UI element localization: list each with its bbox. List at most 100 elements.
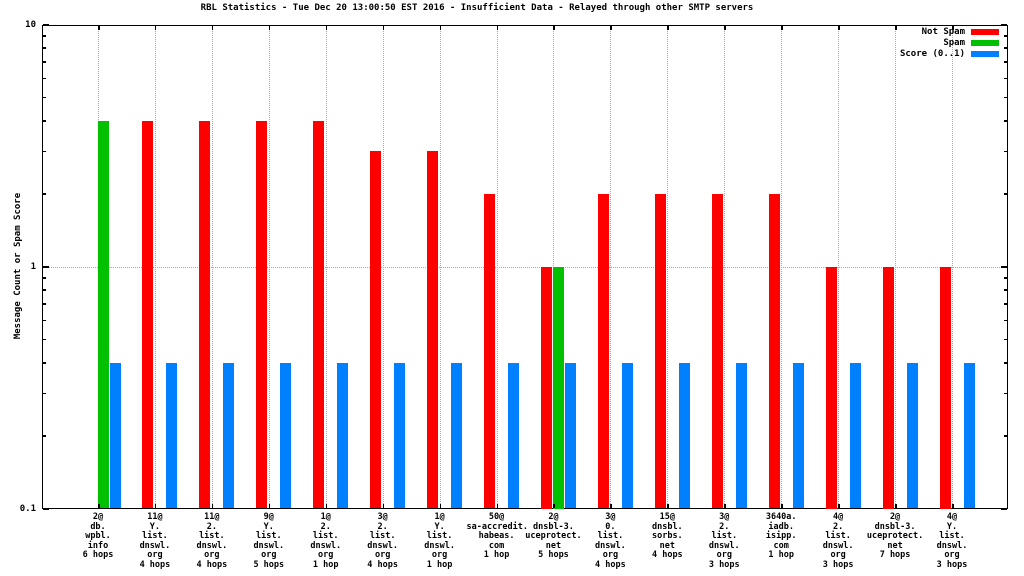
x-category-label: 11@ 2. list. dnswl. org 4 hops [196, 512, 228, 570]
legend-swatch-score [971, 51, 999, 57]
legend-row: Spam [848, 38, 1008, 48]
y-tick-minor [43, 96, 46, 99]
bar-not-spam [654, 193, 666, 509]
x-tick [667, 26, 669, 30]
y-tick-minor [1004, 289, 1007, 291]
bar-not-spam [199, 120, 211, 509]
y-tick-minor [43, 120, 46, 122]
y-tick-major [1001, 266, 1007, 268]
bar-score-0-1- [166, 362, 178, 509]
bar-not-spam [256, 120, 268, 509]
x-category-label: 9@ Y. list. dnswl. org 5 hops [253, 512, 285, 570]
y-tick-minor [1004, 277, 1007, 279]
x-category-label: 11@ Y. list. dnswl. org 4 hops [139, 512, 171, 570]
x-category-label: 3@ 2. list. dnswl. org 3 hops [708, 512, 740, 570]
x-tick [553, 504, 555, 508]
x-category-label: 3@ 0. list. dnswl. org 4 hops [595, 512, 626, 570]
x-tick [98, 26, 100, 30]
y-tick-minor [43, 77, 46, 80]
x-category-label: 4@ 2. list. dnswl. org 3 hops [822, 512, 854, 570]
chart-title: RBL Statistics - Tue Dec 20 13:00:50 EST… [200, 3, 754, 13]
x-category-label: 50@ sa-accredit. habeas. com 1 hop [466, 512, 528, 560]
x-tick [781, 26, 783, 30]
bar-score-0-1- [337, 362, 349, 509]
y-tick-minor [1004, 96, 1007, 99]
legend-label: Not Spam [921, 27, 965, 37]
y-tick-minor [43, 338, 46, 341]
x-category-label: 1@ Y. list. dnswl. org 1 hop [424, 512, 455, 570]
y-tick-label: 10 [25, 20, 36, 30]
legend-row: Score (0..1) [848, 49, 1008, 59]
bar-not-spam [939, 266, 951, 509]
bar-score-0-1- [621, 362, 633, 509]
x-tick [268, 504, 271, 508]
x-tick [154, 504, 157, 508]
bar-score-0-1- [451, 362, 463, 509]
y-tick-minor [1004, 47, 1007, 49]
bar-not-spam [370, 151, 382, 509]
x-tick [439, 26, 442, 30]
y-tick-minor [1004, 303, 1007, 305]
x-tick [496, 504, 499, 508]
y-tick-minor [43, 362, 46, 364]
x-tick [610, 26, 612, 30]
bar-not-spam [768, 193, 780, 509]
plot-area [42, 24, 1008, 510]
x-tick [610, 504, 612, 508]
bar-not-spam [427, 151, 439, 509]
x-category-label: 3@ 2. list. dnswl. org 4 hops [367, 512, 399, 570]
y-tick-minor [43, 435, 46, 437]
bar-not-spam [711, 193, 723, 509]
y-tick-minor [1004, 77, 1007, 80]
x-tick [724, 26, 726, 30]
horizontal-gridline [43, 267, 1006, 268]
legend-swatch-not-spam [971, 29, 999, 35]
bar-score-0-1- [735, 362, 747, 509]
x-tick [781, 504, 783, 508]
bar-spam [97, 120, 109, 509]
legend-label: Spam [943, 38, 965, 48]
bar-not-spam [597, 193, 609, 509]
y-tick-minor [1004, 150, 1007, 153]
y-tick-major [43, 508, 49, 510]
y-tick-major [1001, 24, 1007, 26]
bar-score-0-1- [963, 362, 975, 509]
bar-score-0-1- [792, 362, 804, 509]
y-tick-minor [1004, 362, 1007, 364]
bar-not-spam [540, 266, 552, 509]
x-tick [895, 504, 897, 508]
y-tick-minor [1004, 120, 1007, 122]
x-category-label: 1@ 2. list. dnswl. org 1 hop [310, 512, 342, 570]
bar-score-0-1- [849, 362, 861, 509]
bar-score-0-1- [508, 362, 520, 509]
bar-not-spam [882, 266, 894, 509]
legend-label: Score (0..1) [899, 49, 965, 59]
bar-score-0-1- [678, 362, 690, 509]
bar-score-0-1- [906, 362, 918, 509]
x-category-label: 15@ dnsbl. sorbs. net 4 hops [651, 512, 683, 560]
bar-score-0-1- [280, 362, 292, 509]
bar-score-0-1- [109, 362, 121, 509]
y-tick-minor [43, 47, 46, 49]
y-tick-minor [1004, 338, 1007, 341]
y-tick-minor [43, 303, 46, 305]
y-tick-minor [43, 193, 46, 195]
x-category-label: 2@ dnsbl-3. uceprotect. net 5 hops [525, 512, 582, 560]
x-tick [154, 26, 157, 30]
y-tick-minor [1004, 435, 1007, 437]
legend-swatch-spam [971, 40, 999, 46]
y-tick-label: 0.1 [19, 504, 36, 514]
y-tick-minor [1004, 392, 1007, 395]
x-tick [382, 26, 385, 30]
y-tick-minor [1004, 193, 1007, 195]
x-category-label: 2@ dnsbl-3. uceprotect. net 7 hops [866, 512, 924, 560]
x-tick [838, 26, 840, 30]
x-tick [952, 26, 954, 30]
x-tick [382, 504, 385, 508]
bar-not-spam [484, 193, 496, 509]
bar-not-spam [142, 120, 154, 509]
y-tick-minor [43, 289, 46, 291]
y-tick-minor [1004, 319, 1007, 322]
x-tick [838, 504, 840, 508]
